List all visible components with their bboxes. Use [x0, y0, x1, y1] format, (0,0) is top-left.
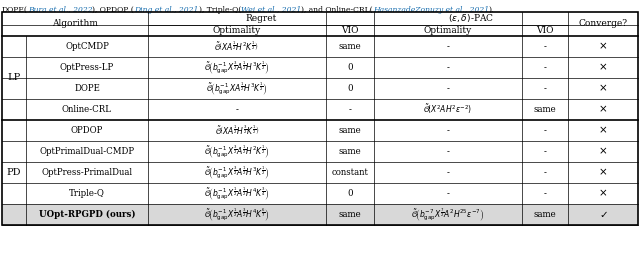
Text: $\tilde{\mathcal{O}}\!\left(X A^{\frac{1}{2}} H^{\frac{3}{2}} K^{\frac{1}{2}}\ri: $\tilde{\mathcal{O}}\!\left(X A^{\frac{1…	[214, 124, 259, 137]
Text: $\times$: $\times$	[598, 146, 607, 157]
Text: -: -	[447, 168, 449, 177]
Text: OptPress-LP: OptPress-LP	[60, 63, 114, 72]
Text: OptPress-PrimalDual: OptPress-PrimalDual	[42, 168, 132, 177]
Text: -: -	[447, 126, 449, 135]
Text: UOpt-RPGPD (ours): UOpt-RPGPD (ours)	[38, 210, 135, 219]
Bar	[2, 12, 638, 36]
Text: PD: PD	[7, 168, 21, 177]
Text: -: -	[236, 105, 239, 114]
Text: same: same	[534, 105, 556, 114]
Text: -: -	[447, 42, 449, 51]
Text: $\times$: $\times$	[598, 104, 607, 115]
Text: Bura et al., 2022: Bura et al., 2022	[28, 6, 93, 13]
Text: $\checkmark$: $\checkmark$	[598, 210, 607, 219]
Bar	[2, 36, 638, 120]
Text: LP: LP	[8, 73, 20, 83]
Text: -: -	[447, 189, 449, 198]
Text: -: -	[543, 42, 547, 51]
Text: DOPE(: DOPE(	[2, 6, 28, 13]
Text: -: -	[447, 84, 449, 93]
Text: $\tilde{\mathcal{O}}\!\left(b_{\mathrm{gap}}^{-7} X^{\frac{7}{2}} A^2 H^{25} \va: $\tilde{\mathcal{O}}\!\left(b_{\mathrm{g…	[412, 206, 484, 223]
Text: OptCMDP: OptCMDP	[65, 42, 109, 51]
Text: -: -	[543, 147, 547, 156]
Text: $(\varepsilon, \delta)$-PAC: $(\varepsilon, \delta)$-PAC	[448, 12, 494, 24]
Text: $\tilde{\mathcal{O}}\!\left(X^2 A H^2 \varepsilon^{-2}\right)$: $\tilde{\mathcal{O}}\!\left(X^2 A H^2 \v…	[424, 103, 472, 116]
Text: $\tilde{\mathcal{O}}\!\left(b_{\mathrm{gap}}^{-1} X^{\frac{1}{2}} A^{\frac{3}{2}: $\tilde{\mathcal{O}}\!\left(b_{\mathrm{g…	[204, 206, 270, 223]
Text: same: same	[339, 42, 362, 51]
Text: Ding et al., 2021: Ding et al., 2021	[134, 6, 198, 13]
Text: $\times$: $\times$	[598, 83, 607, 94]
Text: same: same	[339, 210, 362, 219]
Text: same: same	[534, 210, 556, 219]
Bar	[2, 204, 638, 225]
Text: -: -	[543, 84, 547, 93]
Text: VIO: VIO	[536, 26, 554, 35]
Text: -: -	[447, 63, 449, 72]
Bar	[2, 120, 638, 204]
Text: -: -	[447, 147, 449, 156]
Text: same: same	[339, 147, 362, 156]
Text: $\times$: $\times$	[598, 62, 607, 73]
Text: constant: constant	[332, 168, 369, 177]
Text: 0: 0	[347, 63, 353, 72]
Text: $\tilde{\mathcal{O}}\!\left(b_{\mathrm{gap}}^{-1} X^{\frac{3}{2}} A^{\frac{1}{2}: $\tilde{\mathcal{O}}\!\left(b_{\mathrm{g…	[204, 59, 270, 76]
Text: $\tilde{\mathcal{O}}\!\left(X A^{\frac{1}{2}} H^2 K^{\frac{1}{2}}\right)$: $\tilde{\mathcal{O}}\!\left(X A^{\frac{1…	[214, 40, 260, 53]
Text: -: -	[543, 63, 547, 72]
Bar	[2, 12, 638, 225]
Text: HasanzadeZonuzy et al., 2021: HasanzadeZonuzy et al., 2021	[372, 6, 489, 13]
Text: Optimality: Optimality	[424, 26, 472, 35]
Text: 0: 0	[347, 84, 353, 93]
Text: Algorithm: Algorithm	[52, 20, 98, 28]
Text: $\tilde{\mathcal{O}}\!\left(b_{\mathrm{gap}}^{-1} X^{\frac{1}{2}} A^{\frac{1}{2}: $\tilde{\mathcal{O}}\!\left(b_{\mathrm{g…	[204, 185, 270, 202]
Text: same: same	[339, 126, 362, 135]
Text: $\tilde{\mathcal{O}}\!\left(b_{\mathrm{gap}}^{-1} X^{\frac{3}{2}} A^{\frac{1}{2}: $\tilde{\mathcal{O}}\!\left(b_{\mathrm{g…	[204, 143, 270, 160]
Text: -: -	[543, 168, 547, 177]
Text: 0: 0	[347, 189, 353, 198]
Text: $\times$: $\times$	[598, 125, 607, 136]
Text: Wei et al., 2021: Wei et al., 2021	[241, 6, 301, 13]
Text: $\times$: $\times$	[598, 188, 607, 199]
Text: $\times$: $\times$	[598, 167, 607, 178]
Text: $\tilde{\mathcal{O}}\!\left(b_{\mathrm{gap}}^{-1} X^{\frac{3}{2}} A^{\frac{1}{2}: $\tilde{\mathcal{O}}\!\left(b_{\mathrm{g…	[204, 164, 270, 181]
Text: ).: ).	[489, 6, 494, 13]
Text: ), and Online-CRL(: ), and Online-CRL(	[301, 6, 372, 13]
Text: -: -	[543, 189, 547, 198]
Text: VIO: VIO	[341, 26, 359, 35]
Text: DOPE: DOPE	[74, 84, 100, 93]
Text: -: -	[349, 105, 351, 114]
Text: Triple-Q: Triple-Q	[69, 189, 105, 198]
Text: ), Triple-Q(: ), Triple-Q(	[198, 6, 241, 13]
Text: OPDOP: OPDOP	[71, 126, 103, 135]
Text: $\times$: $\times$	[598, 41, 607, 52]
Text: $\tilde{\mathcal{O}}\!\left(b_{\mathrm{gap}}^{-1} X A^{\frac{1}{2}} H^3 K^{\frac: $\tilde{\mathcal{O}}\!\left(b_{\mathrm{g…	[206, 80, 268, 97]
Text: ), OPDOP (: ), OPDOP (	[93, 6, 134, 13]
Text: Online-CRL: Online-CRL	[62, 105, 112, 114]
Text: Optimality: Optimality	[213, 26, 261, 35]
Text: Regret: Regret	[245, 14, 276, 23]
Text: OptPrimalDual-CMDP: OptPrimalDual-CMDP	[40, 147, 134, 156]
Text: Converge?: Converge?	[579, 20, 627, 28]
Text: -: -	[543, 126, 547, 135]
